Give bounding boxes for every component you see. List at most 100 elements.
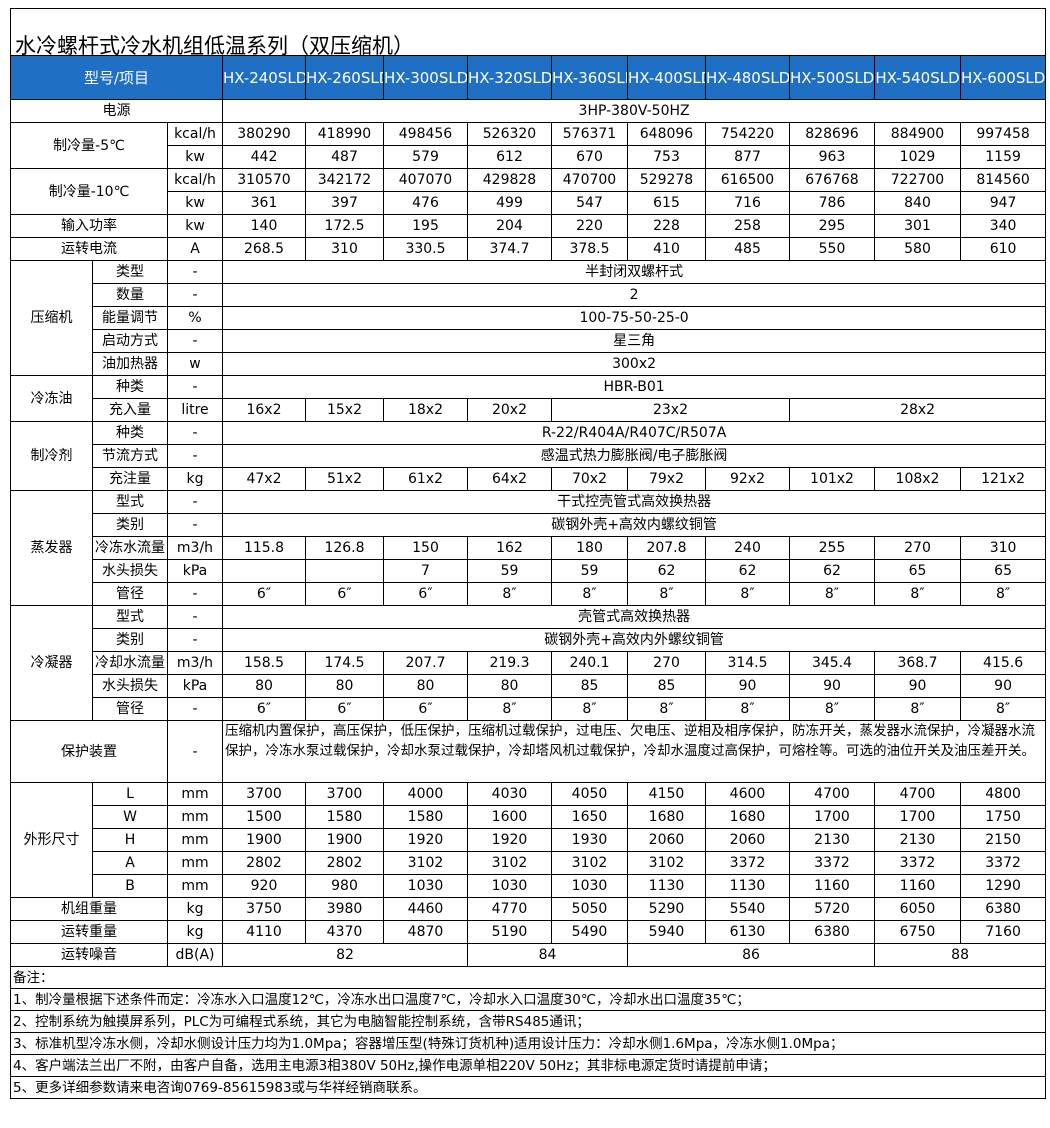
table-cell: 485 bbox=[705, 237, 790, 261]
table-cell: mm bbox=[167, 828, 223, 852]
table-cell: 310570 bbox=[222, 168, 306, 192]
table-row: 压缩机 类型 - 半封闭双螺杆式 bbox=[10, 260, 1047, 376]
table-cell: 23x2 bbox=[551, 398, 790, 422]
table-cell: 345.4 bbox=[789, 651, 875, 675]
table-cell: 感温式热力膨胀阀/电子膨胀阀 bbox=[221, 444, 1047, 468]
table-cell: kg bbox=[167, 920, 223, 944]
table-cell: dB(A) bbox=[167, 943, 223, 967]
table-cell: A bbox=[167, 237, 223, 261]
table-cell: HX-260SLD bbox=[305, 55, 384, 100]
table-cell: HX-480SLD bbox=[705, 55, 790, 100]
table-cell: 6″ bbox=[305, 697, 384, 721]
table-cell: 612 bbox=[467, 145, 552, 169]
table-cell: 676768 bbox=[789, 168, 875, 192]
table-cell: 380290 bbox=[222, 122, 306, 146]
table-cell: 1500 bbox=[222, 805, 306, 829]
table-cell: kg bbox=[167, 467, 223, 491]
table-cell: 415.6 bbox=[959, 651, 1047, 675]
table-cell: 启动方式 bbox=[92, 329, 168, 353]
table-cell: 5050 bbox=[551, 897, 628, 921]
table-cell: 487 bbox=[305, 145, 384, 169]
table-cell: A bbox=[92, 851, 168, 875]
table-row: 制冷量-5℃ kcal/h 380290 418990 498456 526320 5763… bbox=[10, 122, 1047, 169]
table-cell: 162 bbox=[467, 536, 552, 560]
table-cell: 充入量 bbox=[92, 398, 168, 422]
table-cell: 3102 bbox=[627, 851, 706, 875]
table-cell: 15x2 bbox=[305, 398, 384, 422]
table-cell: kPa bbox=[167, 674, 223, 698]
table-cell: - bbox=[167, 720, 223, 783]
table-cell: mm bbox=[167, 782, 223, 806]
table-cell: 51x2 bbox=[305, 467, 384, 491]
table-cell: 6″ bbox=[222, 582, 306, 606]
table-cell: 828696 bbox=[789, 122, 875, 146]
table-cell: 1130 bbox=[705, 874, 790, 898]
table-cell: 70x2 bbox=[551, 467, 628, 491]
table-cell: mm bbox=[167, 874, 223, 898]
table-cell: HX-600SLD bbox=[959, 55, 1047, 100]
table-cell: 140 bbox=[222, 214, 306, 238]
table-cell: 310 bbox=[959, 536, 1047, 560]
table-cell: 6750 bbox=[874, 920, 961, 944]
table-cell: 442 bbox=[222, 145, 306, 169]
table-cell: - bbox=[167, 421, 223, 445]
table-cell: 保护装置 bbox=[10, 720, 168, 783]
table-cell: 干式控壳管式高效换热器 bbox=[221, 490, 1047, 514]
table-cell: 16x2 bbox=[222, 398, 306, 422]
table-cell: 65 bbox=[874, 559, 961, 583]
table-cell: - bbox=[167, 697, 223, 721]
table-cell: 378.5 bbox=[551, 237, 628, 261]
table-cell: 型式 bbox=[92, 605, 168, 629]
table-cell: 6130 bbox=[705, 920, 790, 944]
table-cell: 499 bbox=[467, 191, 552, 215]
table-cell: 240.1 bbox=[551, 651, 628, 675]
table-cell: 108x2 bbox=[874, 467, 961, 491]
table-cell: 1900 bbox=[222, 828, 306, 852]
table-cell: 85 bbox=[627, 674, 706, 698]
table-cell: 4000 bbox=[383, 782, 468, 806]
table-cell: 3750 bbox=[222, 897, 306, 921]
table-cell: 类别 bbox=[92, 513, 168, 537]
table-cell: 59 bbox=[551, 559, 628, 583]
table-cell: - bbox=[167, 605, 223, 629]
table-cell: 4110 bbox=[222, 920, 306, 944]
table-cell: 制冷量-10℃ bbox=[10, 168, 168, 215]
table-cell: 90 bbox=[959, 674, 1047, 698]
table-cell: 88 bbox=[873, 943, 1047, 967]
table-cell: 4370 bbox=[305, 920, 384, 944]
table-cell: 压缩机 bbox=[10, 260, 93, 376]
table-cell: 648096 bbox=[627, 122, 706, 146]
table-cell: 冷凝器 bbox=[10, 605, 93, 721]
table-cell: 2802 bbox=[222, 851, 306, 875]
table-cell: 3372 bbox=[789, 851, 875, 875]
table-cell: 类别 bbox=[92, 628, 168, 652]
table-cell: 管径 bbox=[92, 697, 168, 721]
table-cell: litre bbox=[167, 398, 223, 422]
table-cell: 4700 bbox=[874, 782, 961, 806]
table-cell: 4050 bbox=[551, 782, 628, 806]
note-row: 2、控制系统为触摸屏系列，PLC为可编程式系统，其它为电脑智能控制系统，含带RS… bbox=[9, 1010, 1047, 1033]
table-cell: 8″ bbox=[467, 697, 552, 721]
table-row: 保护装置 - 压缩机内置保护，高压保护，低压保护，压缩机过载保护，过电压、欠电压、逆… bbox=[10, 720, 1047, 783]
table-cell: m3/h bbox=[167, 536, 223, 560]
table-cell: 85 bbox=[551, 674, 628, 698]
table-cell: - bbox=[167, 260, 223, 284]
table-cell: 5190 bbox=[467, 920, 552, 944]
table-cell: 类型 bbox=[92, 260, 168, 284]
table-cell: 1160 bbox=[789, 874, 875, 898]
table-cell: 数量 bbox=[92, 283, 168, 307]
table-cell: 90 bbox=[874, 674, 961, 698]
table-cell: 150 bbox=[383, 536, 468, 560]
table-cell: 580 bbox=[874, 237, 961, 261]
table-cell: 1130 bbox=[627, 874, 706, 898]
table-row: 运转重量 kg 4110 4370 4870 5190 5490 5940 6130 6380 67… bbox=[10, 920, 1047, 944]
table-row: 制冷剂 种类 - R-22/R404A/R407C/R507A bbox=[10, 421, 1047, 491]
table-cell: 368.7 bbox=[874, 651, 961, 675]
table-cell: B bbox=[92, 874, 168, 898]
table-cell: 运转噪音 bbox=[10, 943, 168, 967]
table-cell: 1290 bbox=[959, 874, 1047, 898]
table-cell: 61x2 bbox=[383, 467, 468, 491]
table-row: 能量调节% 100-75-50-25-0 bbox=[11, 306, 1047, 330]
